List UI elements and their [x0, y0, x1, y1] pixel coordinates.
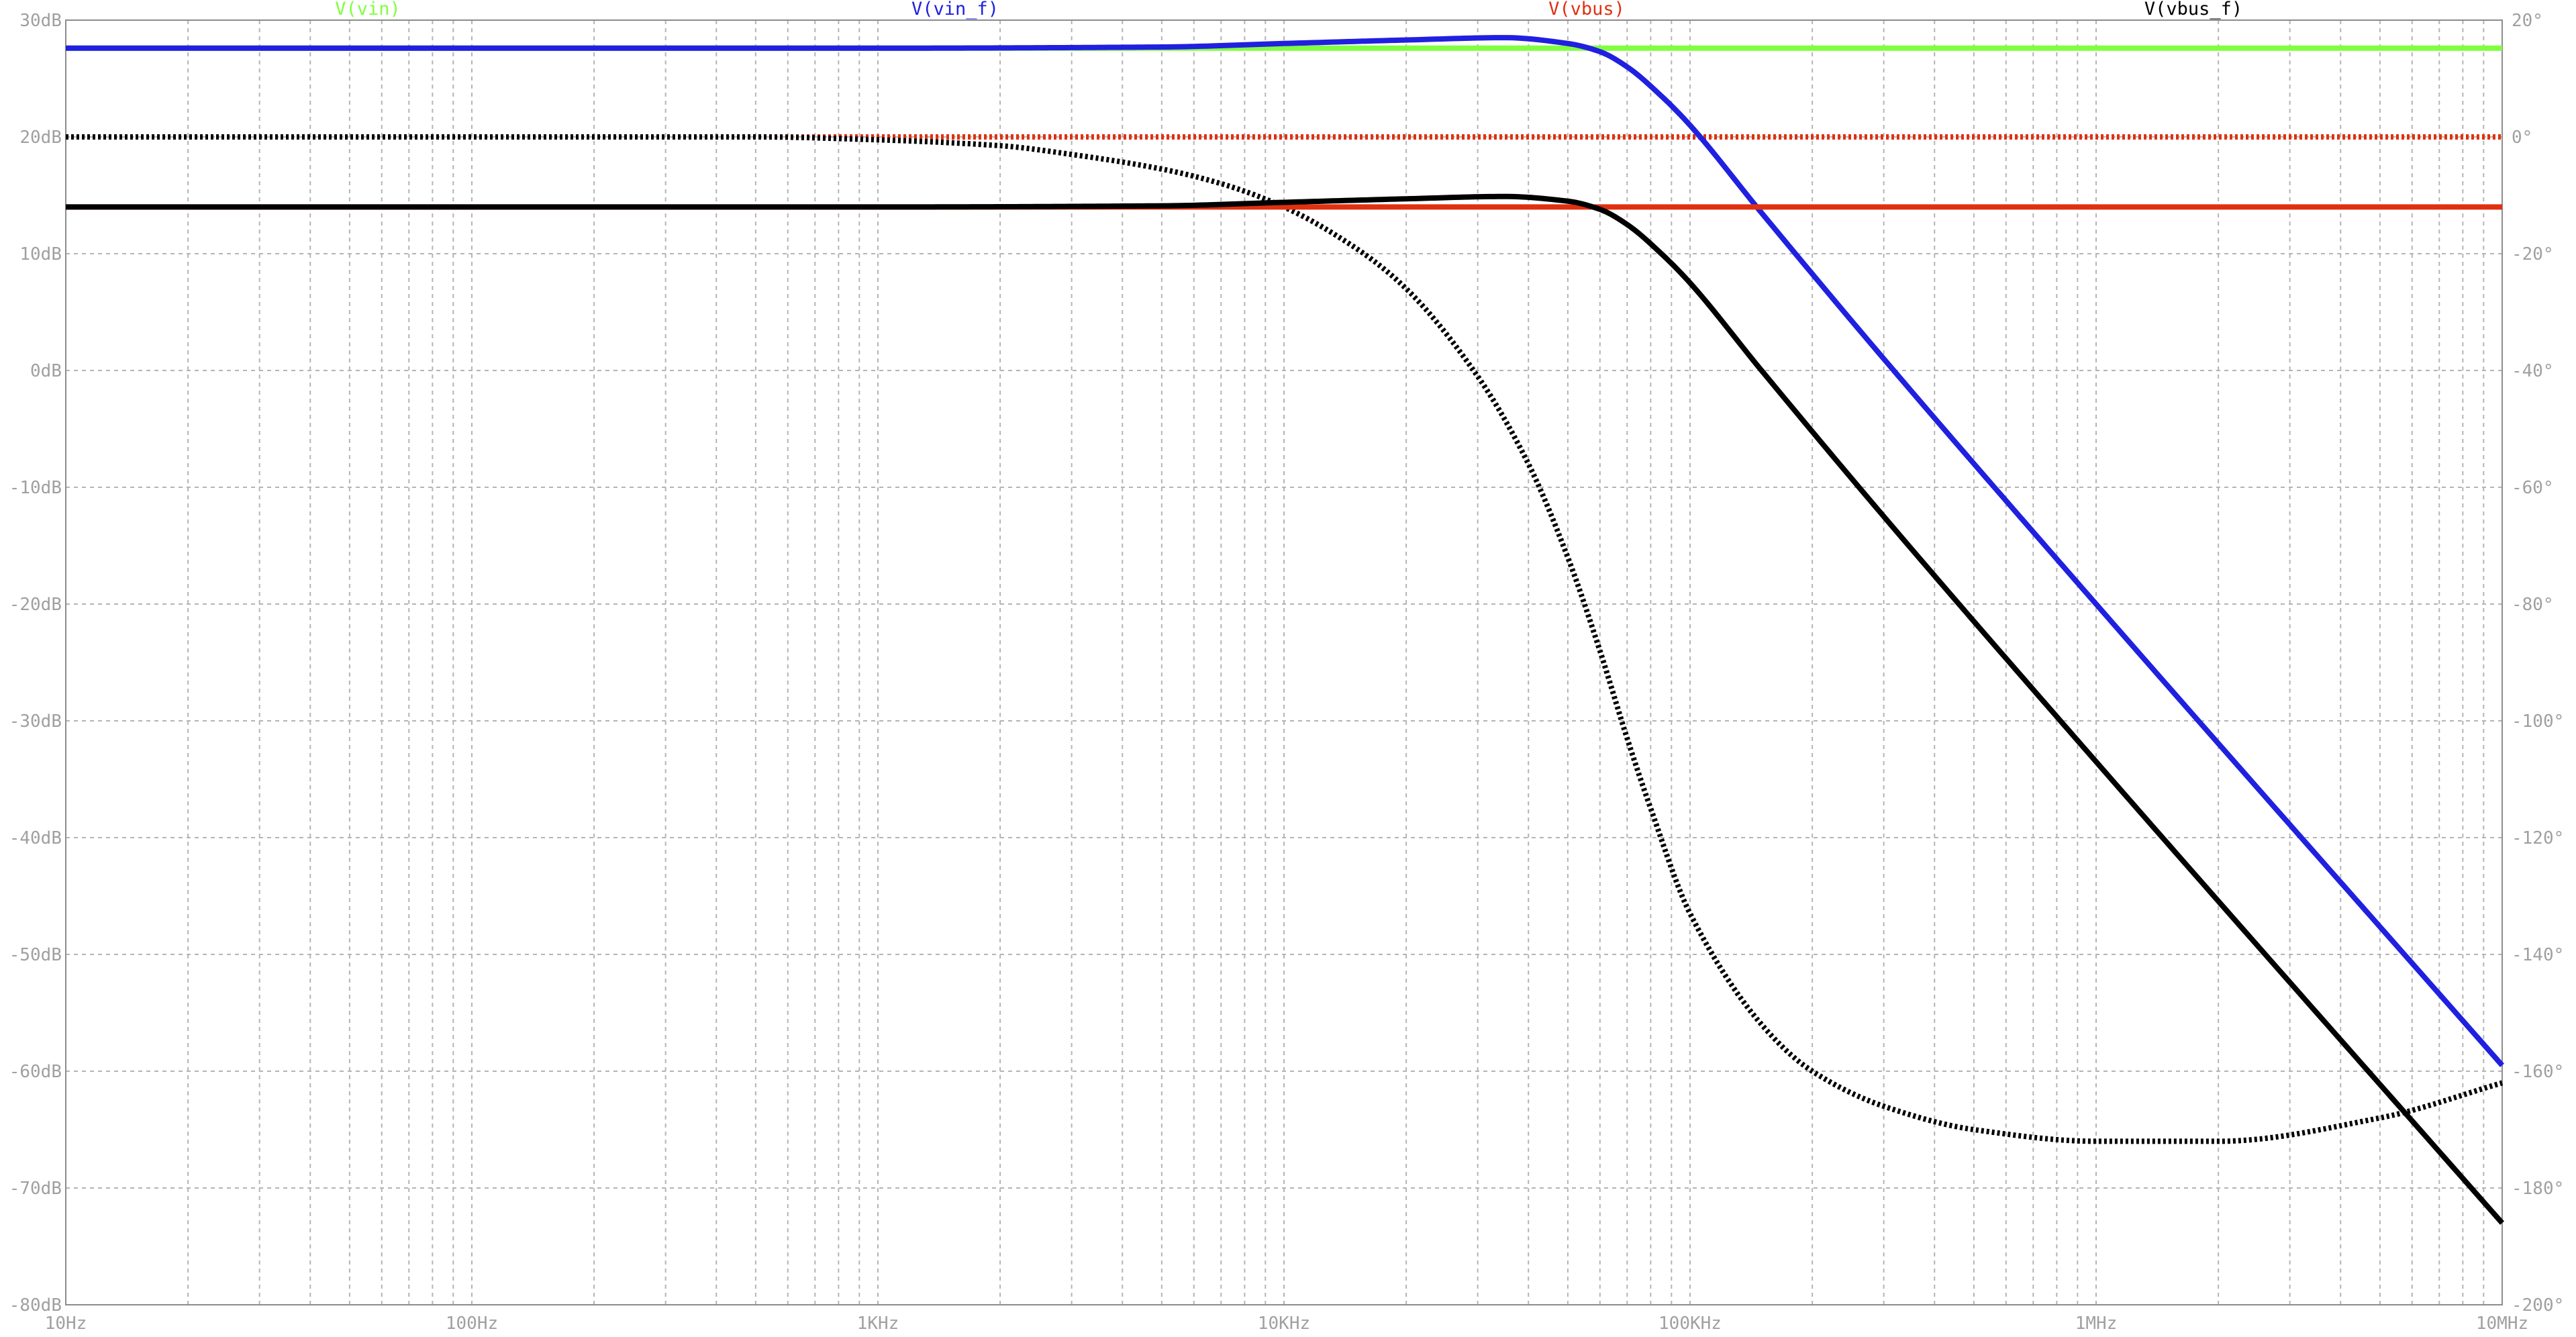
- right-y-tick-label: -80°: [2512, 595, 2554, 615]
- right-y-tick-label: -40°: [2512, 361, 2554, 381]
- right-y-tick-label: -140°: [2512, 945, 2564, 965]
- right-axis-ticks: 20° 0° -20° -40° -60° -80° -100° -120° -140° -160…: [2512, 11, 2564, 1316]
- x-tick-label: 100KHz: [1658, 1314, 1722, 1334]
- left-y-tick-label: -30dB: [9, 711, 62, 732]
- x-tick-label: 100Hz: [446, 1314, 498, 1334]
- right-y-tick-label: -120°: [2512, 828, 2564, 848]
- x-tick-label: 10Hz: [45, 1314, 87, 1334]
- grid: [66, 20, 2502, 1305]
- legend-v-vin-f[interactable]: V(vin_f): [911, 0, 999, 19]
- left-y-tick-label: -80dB: [9, 1295, 62, 1316]
- right-y-tick-label: -60°: [2512, 478, 2554, 498]
- x-axis-ticks: 10Hz 100Hz 1KHz 10KHz 100KHz 1MHz 10MHz: [45, 1314, 2528, 1334]
- legend: V(vin) V(vin_f) V(vbus) V(vbus_f): [335, 0, 2242, 19]
- left-y-tick-label: 10dB: [19, 244, 62, 264]
- right-y-tick-label: -160°: [2512, 1062, 2564, 1082]
- magnitude-trace-v-vbus-f: [66, 193, 2505, 1225]
- left-y-tick-label: 20dB: [19, 128, 62, 148]
- magnitude-traces: [66, 35, 2505, 1225]
- right-y-tick-label: -200°: [2512, 1295, 2564, 1316]
- x-tick-label: 10KHz: [1258, 1314, 1310, 1334]
- right-y-tick-label: -180°: [2512, 1179, 2564, 1199]
- left-y-tick-label: 30dB: [19, 11, 62, 31]
- plot-frame: [65, 19, 2503, 1305]
- left-y-tick-label: -10dB: [9, 478, 62, 498]
- left-y-tick-label: -50dB: [9, 945, 62, 965]
- x-tick-label: 10MHz: [2476, 1314, 2528, 1334]
- left-y-tick-label: -60dB: [9, 1062, 62, 1082]
- magnitude-trace-v-vin-f: [66, 35, 2505, 1067]
- legend-v-vbus[interactable]: V(vbus): [1548, 0, 1625, 19]
- legend-v-vbus-f[interactable]: V(vbus_f): [2144, 0, 2242, 19]
- left-y-tick-label: -70dB: [9, 1179, 62, 1199]
- left-y-tick-label: -40dB: [9, 828, 62, 848]
- left-y-tick-label: -20dB: [9, 595, 62, 615]
- right-y-tick-label: 0°: [2512, 128, 2532, 148]
- right-y-tick-label: -100°: [2512, 711, 2564, 732]
- legend-v-vin[interactable]: V(vin): [335, 0, 401, 19]
- x-tick-label: 1MHz: [2075, 1314, 2118, 1334]
- right-y-tick-label: -20°: [2512, 244, 2554, 264]
- left-y-tick-label: 0dB: [30, 361, 62, 381]
- x-tick-label: 1KHz: [857, 1314, 899, 1334]
- left-axis-ticks: 30dB 20dB 10dB 0dB -10dB -20dB -30dB -40dB -50dB…: [9, 11, 62, 1316]
- right-y-tick-label: 20°: [2512, 11, 2543, 31]
